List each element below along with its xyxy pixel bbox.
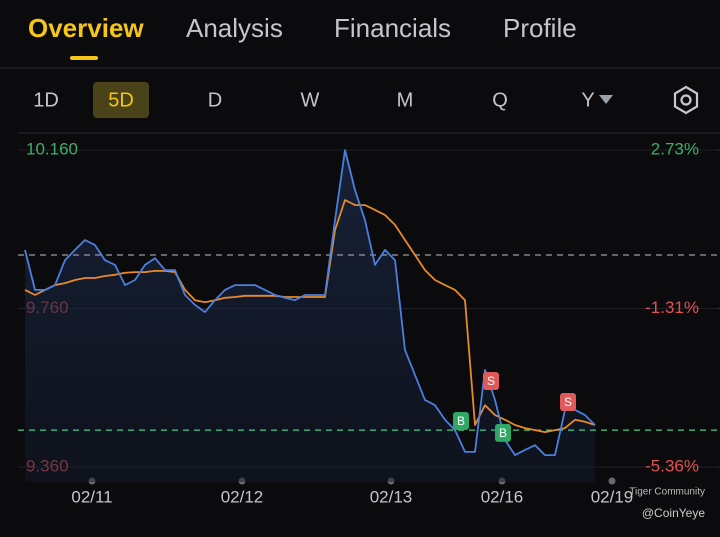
trade-marker-label: B (457, 414, 465, 428)
period-button[interactable]: Y (581, 89, 594, 111)
trade-marker (453, 411, 469, 430)
x-tick-label: 02/16 (481, 487, 524, 506)
x-tick-label: 02/19 (591, 487, 634, 506)
dropdown-arrow (599, 95, 613, 104)
series-line (24, 149, 596, 456)
period-button[interactable]: M (397, 89, 414, 111)
tab[interactable]: Profile (503, 13, 577, 43)
period-button[interactable]: 5D (108, 89, 134, 111)
price-area (25, 150, 595, 482)
trade-marker-label: S (564, 395, 572, 409)
y2-tick-label: -5.36% (645, 457, 699, 476)
x-tick-label: 02/13 (370, 487, 413, 506)
period-button[interactable]: D (208, 89, 222, 111)
tab-underline (70, 56, 98, 60)
period-button[interactable]: 1D (33, 89, 59, 111)
y2-tick-label: -1.31% (645, 298, 699, 317)
trade-marker-label: B (499, 426, 507, 440)
trade-marker (483, 371, 499, 390)
watermark-user: @CoinYeye (642, 506, 705, 520)
x-tick-label: 02/12 (221, 487, 264, 506)
period-button[interactable]: Q (492, 89, 508, 111)
y2-tick-label: 2.73% (651, 139, 699, 158)
period-button[interactable]: W (301, 89, 320, 111)
settings-icon[interactable] (673, 85, 699, 115)
watermark-brand: Tiger Community (629, 487, 705, 498)
tab[interactable]: Analysis (186, 13, 283, 43)
tab[interactable]: Financials (334, 13, 451, 43)
x-tick-dot (608, 477, 616, 485)
trade-marker (560, 392, 576, 411)
tab[interactable]: Overview (28, 13, 144, 43)
x-tick-label: 02/11 (71, 487, 112, 506)
y-tick-label: 10.160 (26, 140, 78, 159)
trade-marker-label: S (487, 374, 495, 388)
period-highlight (93, 82, 149, 118)
trade-marker (495, 423, 511, 442)
settings-dot (680, 94, 692, 106)
settings-hexagon (673, 85, 699, 115)
